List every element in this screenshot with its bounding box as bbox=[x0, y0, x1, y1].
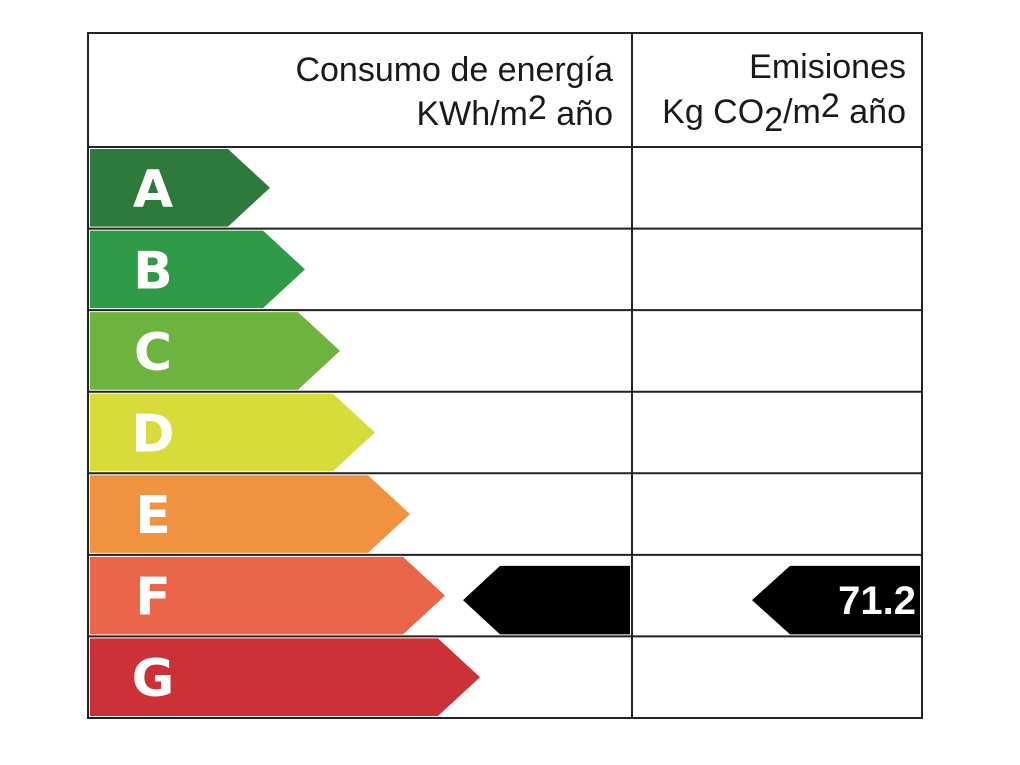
rating-arrow bbox=[90, 556, 445, 635]
rating-letter: G bbox=[132, 649, 175, 709]
unit-part: año bbox=[547, 95, 613, 133]
emissions-unit: Kg CO2/m2 año bbox=[662, 87, 906, 139]
rating-letter: C bbox=[134, 323, 172, 383]
unit-part: año bbox=[840, 93, 906, 131]
rating-arrow bbox=[90, 475, 410, 553]
unit-part: Kg CO bbox=[662, 93, 764, 131]
table-border bbox=[87, 32, 923, 719]
rating-arrow bbox=[90, 230, 305, 309]
rating-letter: B bbox=[133, 241, 173, 301]
rating-letter: F bbox=[135, 568, 171, 628]
rating-letter: A bbox=[133, 160, 173, 220]
rating-arrow bbox=[90, 312, 340, 390]
rating-arrow bbox=[90, 638, 480, 716]
unit-part: 2 bbox=[528, 89, 547, 127]
energy-unit: KWh/m2 año bbox=[416, 89, 613, 133]
energy-indicator bbox=[463, 565, 630, 635]
rating-letter: E bbox=[135, 486, 171, 546]
emissions-title: Emisiones bbox=[749, 48, 906, 86]
unit-part: 2 bbox=[821, 87, 840, 125]
rating-arrow bbox=[90, 149, 270, 227]
unit-part: /m bbox=[783, 93, 821, 131]
energy-title: Consumo de energía bbox=[295, 51, 613, 89]
unit-part: KWh/m bbox=[416, 95, 527, 133]
emissions-value: 71.2 bbox=[838, 579, 916, 623]
emissions-indicator bbox=[752, 565, 920, 635]
unit-part: 2 bbox=[764, 101, 783, 139]
rating-arrow bbox=[90, 393, 375, 472]
rating-letter: D bbox=[131, 405, 174, 465]
